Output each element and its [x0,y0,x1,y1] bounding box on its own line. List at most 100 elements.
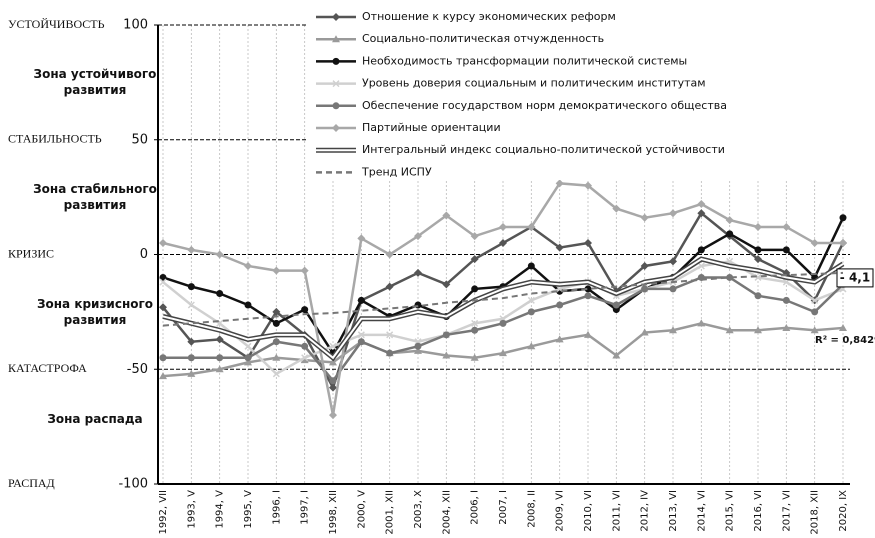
marker [754,255,762,264]
marker [329,342,337,350]
marker [159,278,167,286]
marker [300,266,309,275]
x-tick-label: 2014, VI [696,490,707,532]
level-label: УСТОЙЧИВОСТЬ [8,17,105,31]
y-tick-label: -100 [118,477,148,492]
level-label: РАСПАД [8,476,55,490]
marker [414,268,422,277]
marker [640,213,649,222]
legend-label: Обеспечение государством норм демократич… [362,99,727,112]
marker [754,222,762,231]
marker [839,214,847,222]
legend-label: Партийные ориентации [362,121,501,134]
marker [329,383,337,392]
marker [187,369,196,377]
legend-label: Отношение к курсу экономических реформ [362,10,616,23]
marker [726,230,734,238]
marker [527,308,535,316]
marker [215,365,224,373]
marker [471,285,479,293]
x-tick-label: 2004, XII [441,490,452,535]
marker [244,261,252,270]
marker [584,292,592,300]
marker [669,285,677,293]
marker [754,292,762,300]
marker [697,246,705,254]
marker [159,239,167,248]
x-tick-label: 1993, V [186,490,197,529]
zone-label: Зона стабильного развития [33,182,157,213]
x-tick-label: 2017, VI [781,490,792,532]
marker [499,319,507,327]
marker [329,358,337,366]
marker [527,342,536,350]
marker [754,326,762,334]
marker [810,326,819,334]
marker [159,354,167,362]
marker [782,222,791,231]
marker [612,301,620,309]
marker [782,296,790,304]
marker [555,243,564,252]
x-tick-label: 2018, XII [810,490,821,535]
marker [555,335,564,343]
x-tick-label: 2020, IX [838,490,849,532]
marker [301,306,309,314]
x-tick-label: 2008, II [526,490,537,528]
marker [641,285,649,293]
marker [697,209,706,218]
marker [215,250,224,259]
marker [584,330,592,338]
marker [332,57,340,65]
marker [442,331,450,339]
marker [782,246,790,254]
x-tick-label: 2007, I [498,490,509,525]
x-tick-label: 1992, VII [158,490,169,535]
marker [669,209,677,218]
marker [442,280,451,289]
x-tick-label: 1998, XII [328,490,339,535]
marker [386,349,394,357]
marker [187,337,196,346]
x-tick-label: 2009, VI [555,490,566,532]
marker [811,308,819,316]
marker [782,323,791,331]
marker [499,222,507,231]
marker [811,296,819,304]
marker [470,353,479,361]
marker [556,301,564,309]
x-tick-label: 2016, VI [753,490,764,532]
marker [584,181,592,190]
marker [527,222,536,231]
legend-label: Интегральный индекс социально-политическ… [362,143,725,156]
level-label: КАТАСТРОФА [8,361,87,375]
y-tick-label: -50 [127,362,148,377]
marker [272,307,281,316]
marker [272,338,280,346]
marker [839,239,847,248]
marker [669,257,677,266]
x-tick-label: 2001, XII [385,490,396,535]
marker [357,338,365,346]
marker [555,179,564,188]
marker [301,354,309,362]
zone-label: Зона распада [47,411,143,426]
x-tick-label: 2000, V [356,490,367,529]
marker [697,319,706,327]
level-label: СТАБИЛЬНОСТЬ [8,132,102,146]
marker [272,266,281,275]
marker [697,200,706,209]
marker [332,124,340,132]
marker [640,261,649,270]
marker [442,211,451,220]
marker [471,326,479,334]
zone-label: Зона кризисного развития [36,296,154,327]
marker [187,301,195,309]
marker [414,301,422,309]
marker [499,349,507,357]
marker [385,282,394,291]
marker [385,250,394,259]
marker [357,296,365,304]
x-tick-label: 1997, I [300,490,311,525]
